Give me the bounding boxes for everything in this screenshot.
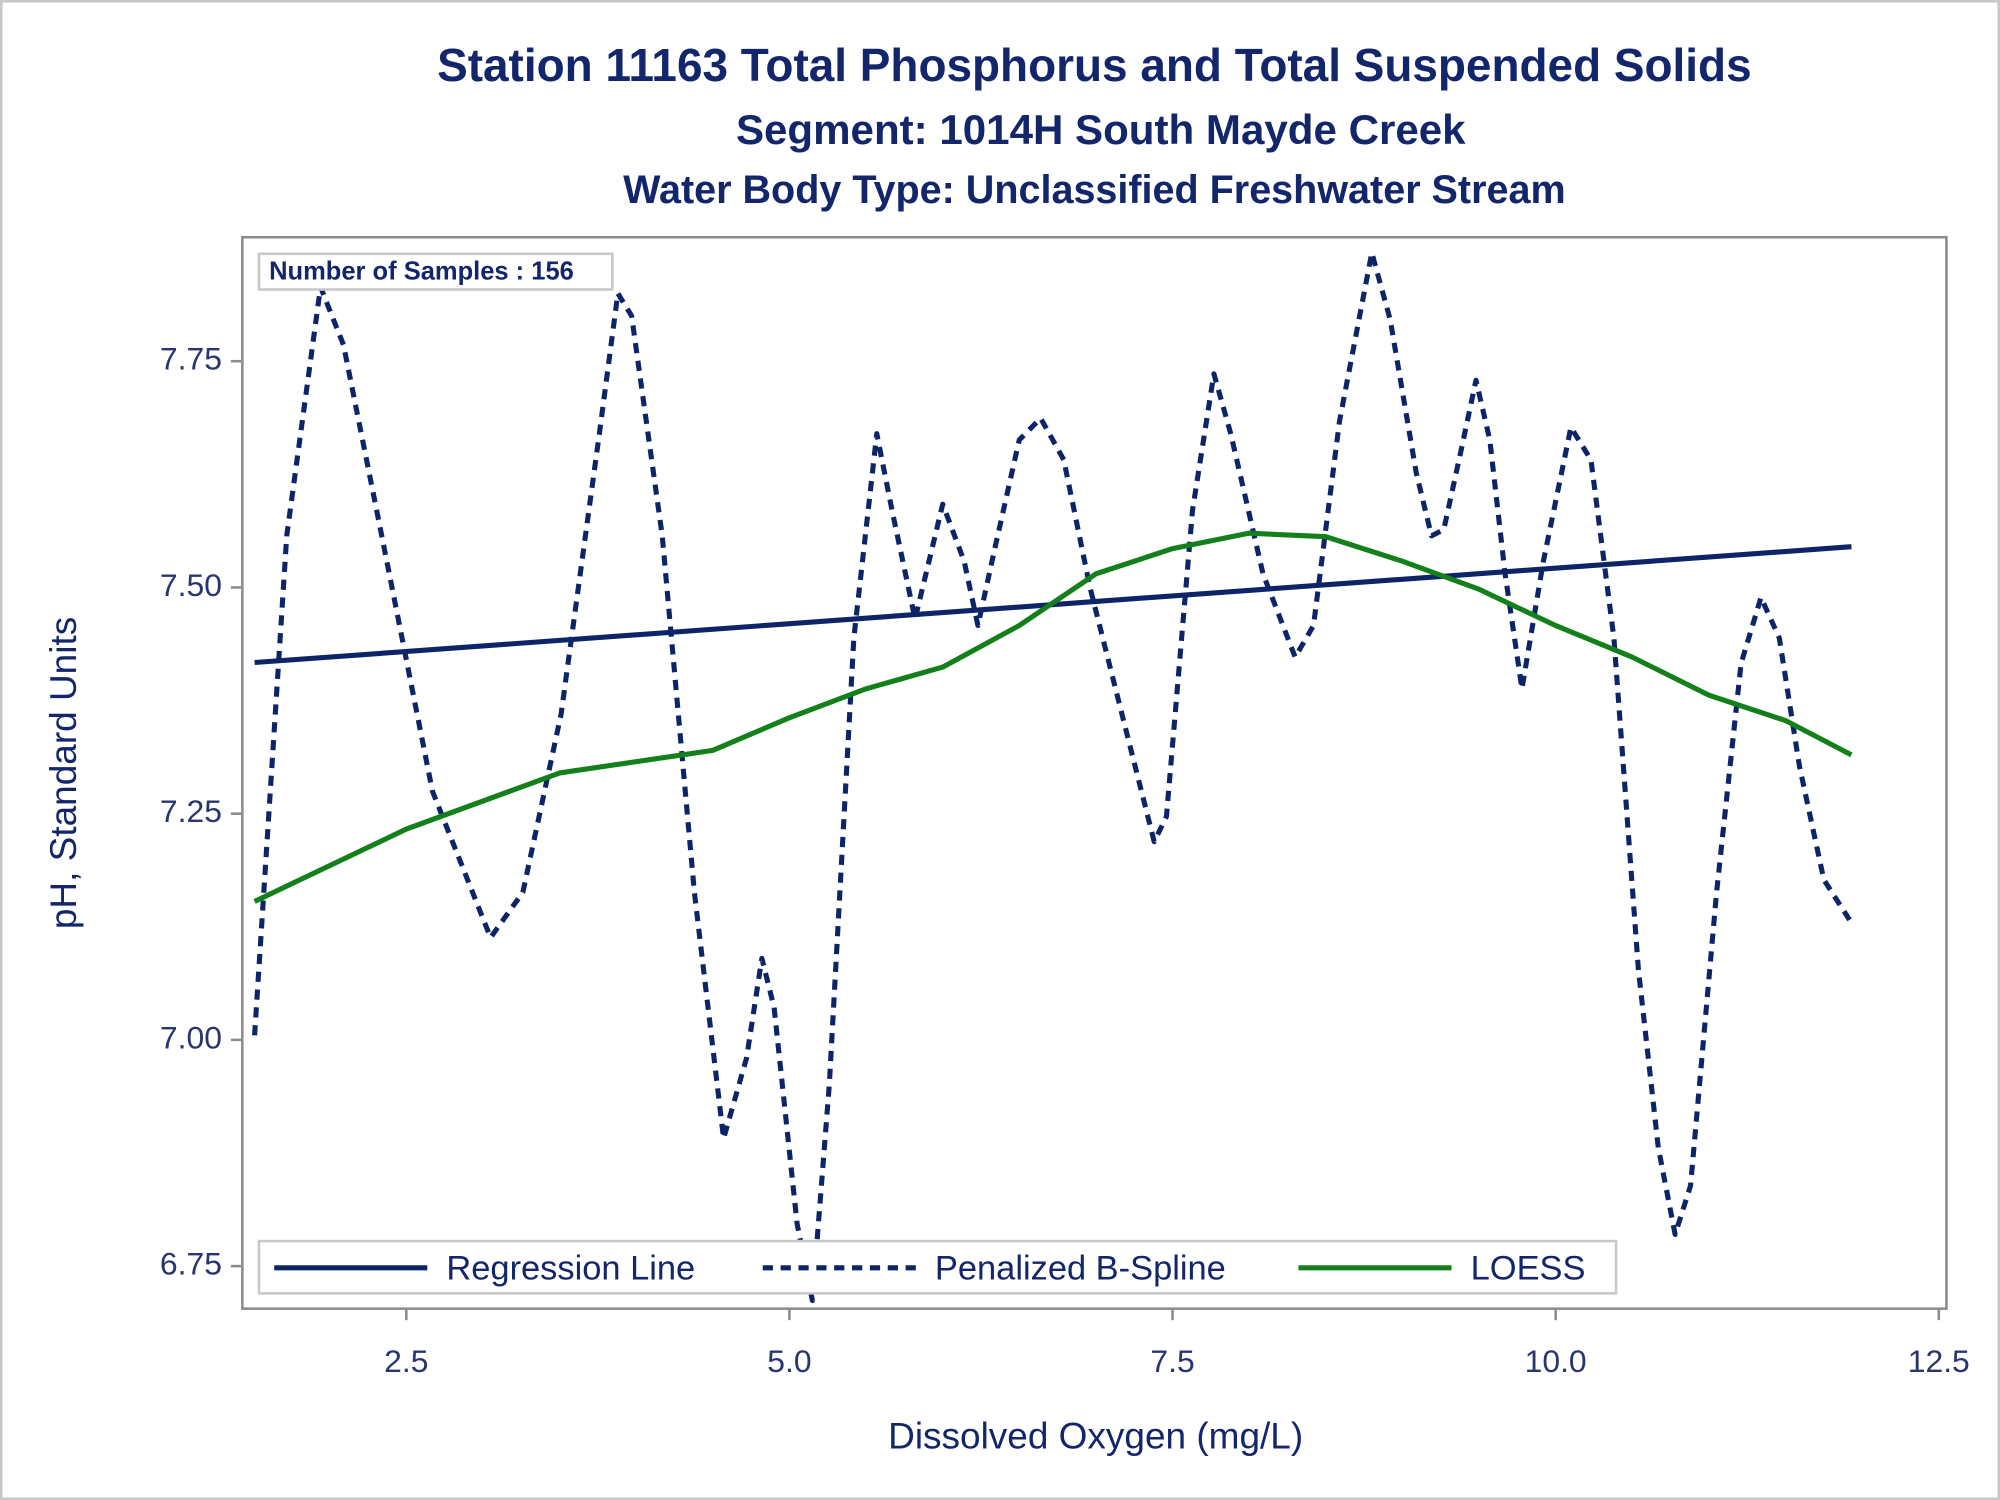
plot-frame <box>241 235 1948 1310</box>
series-line <box>253 530 1853 904</box>
x-axis-label: Dissolved Oxygen (mg/L) <box>888 1416 1303 1457</box>
legend-label: Regression Line <box>446 1250 695 1288</box>
x-tick-label: 12.5 <box>1908 1343 1970 1379</box>
y-tick-label: 7.50 <box>160 567 222 603</box>
chart-subtitle: Segment: 1014H South Mayde Creek <box>736 106 1466 153</box>
y-tick-label: 7.25 <box>160 793 222 829</box>
legend-label: LOESS <box>1471 1250 1586 1288</box>
chart-subtitle: Water Body Type: Unclassified Freshwater… <box>623 168 1565 212</box>
annotation-box <box>257 252 614 291</box>
legend: Regression Line Penalized B-Spline LOESS <box>257 1239 1618 1295</box>
y-tick-label: 7.00 <box>160 1019 222 1055</box>
x-tick-label: 10.0 <box>1525 1343 1587 1379</box>
legend-label: Penalized B-Spline <box>935 1250 1226 1288</box>
chart-title: Station 11163 Total Phosphorus and Total… <box>437 39 1752 91</box>
x-tick-label: 7.5 <box>1150 1343 1194 1379</box>
y-tick-label: 7.75 <box>160 341 222 377</box>
y-tick-label: 6.75 <box>160 1246 222 1282</box>
series-line <box>252 250 1853 1304</box>
x-tick-label: 5.0 <box>767 1343 811 1379</box>
x-tick-label: 2.5 <box>384 1343 428 1379</box>
annotation-text: Number of Samples : 156 <box>269 258 574 286</box>
y-axis-label: pH, Standard Units <box>43 617 84 929</box>
annotation: Number of Samples : 156 <box>257 252 614 291</box>
